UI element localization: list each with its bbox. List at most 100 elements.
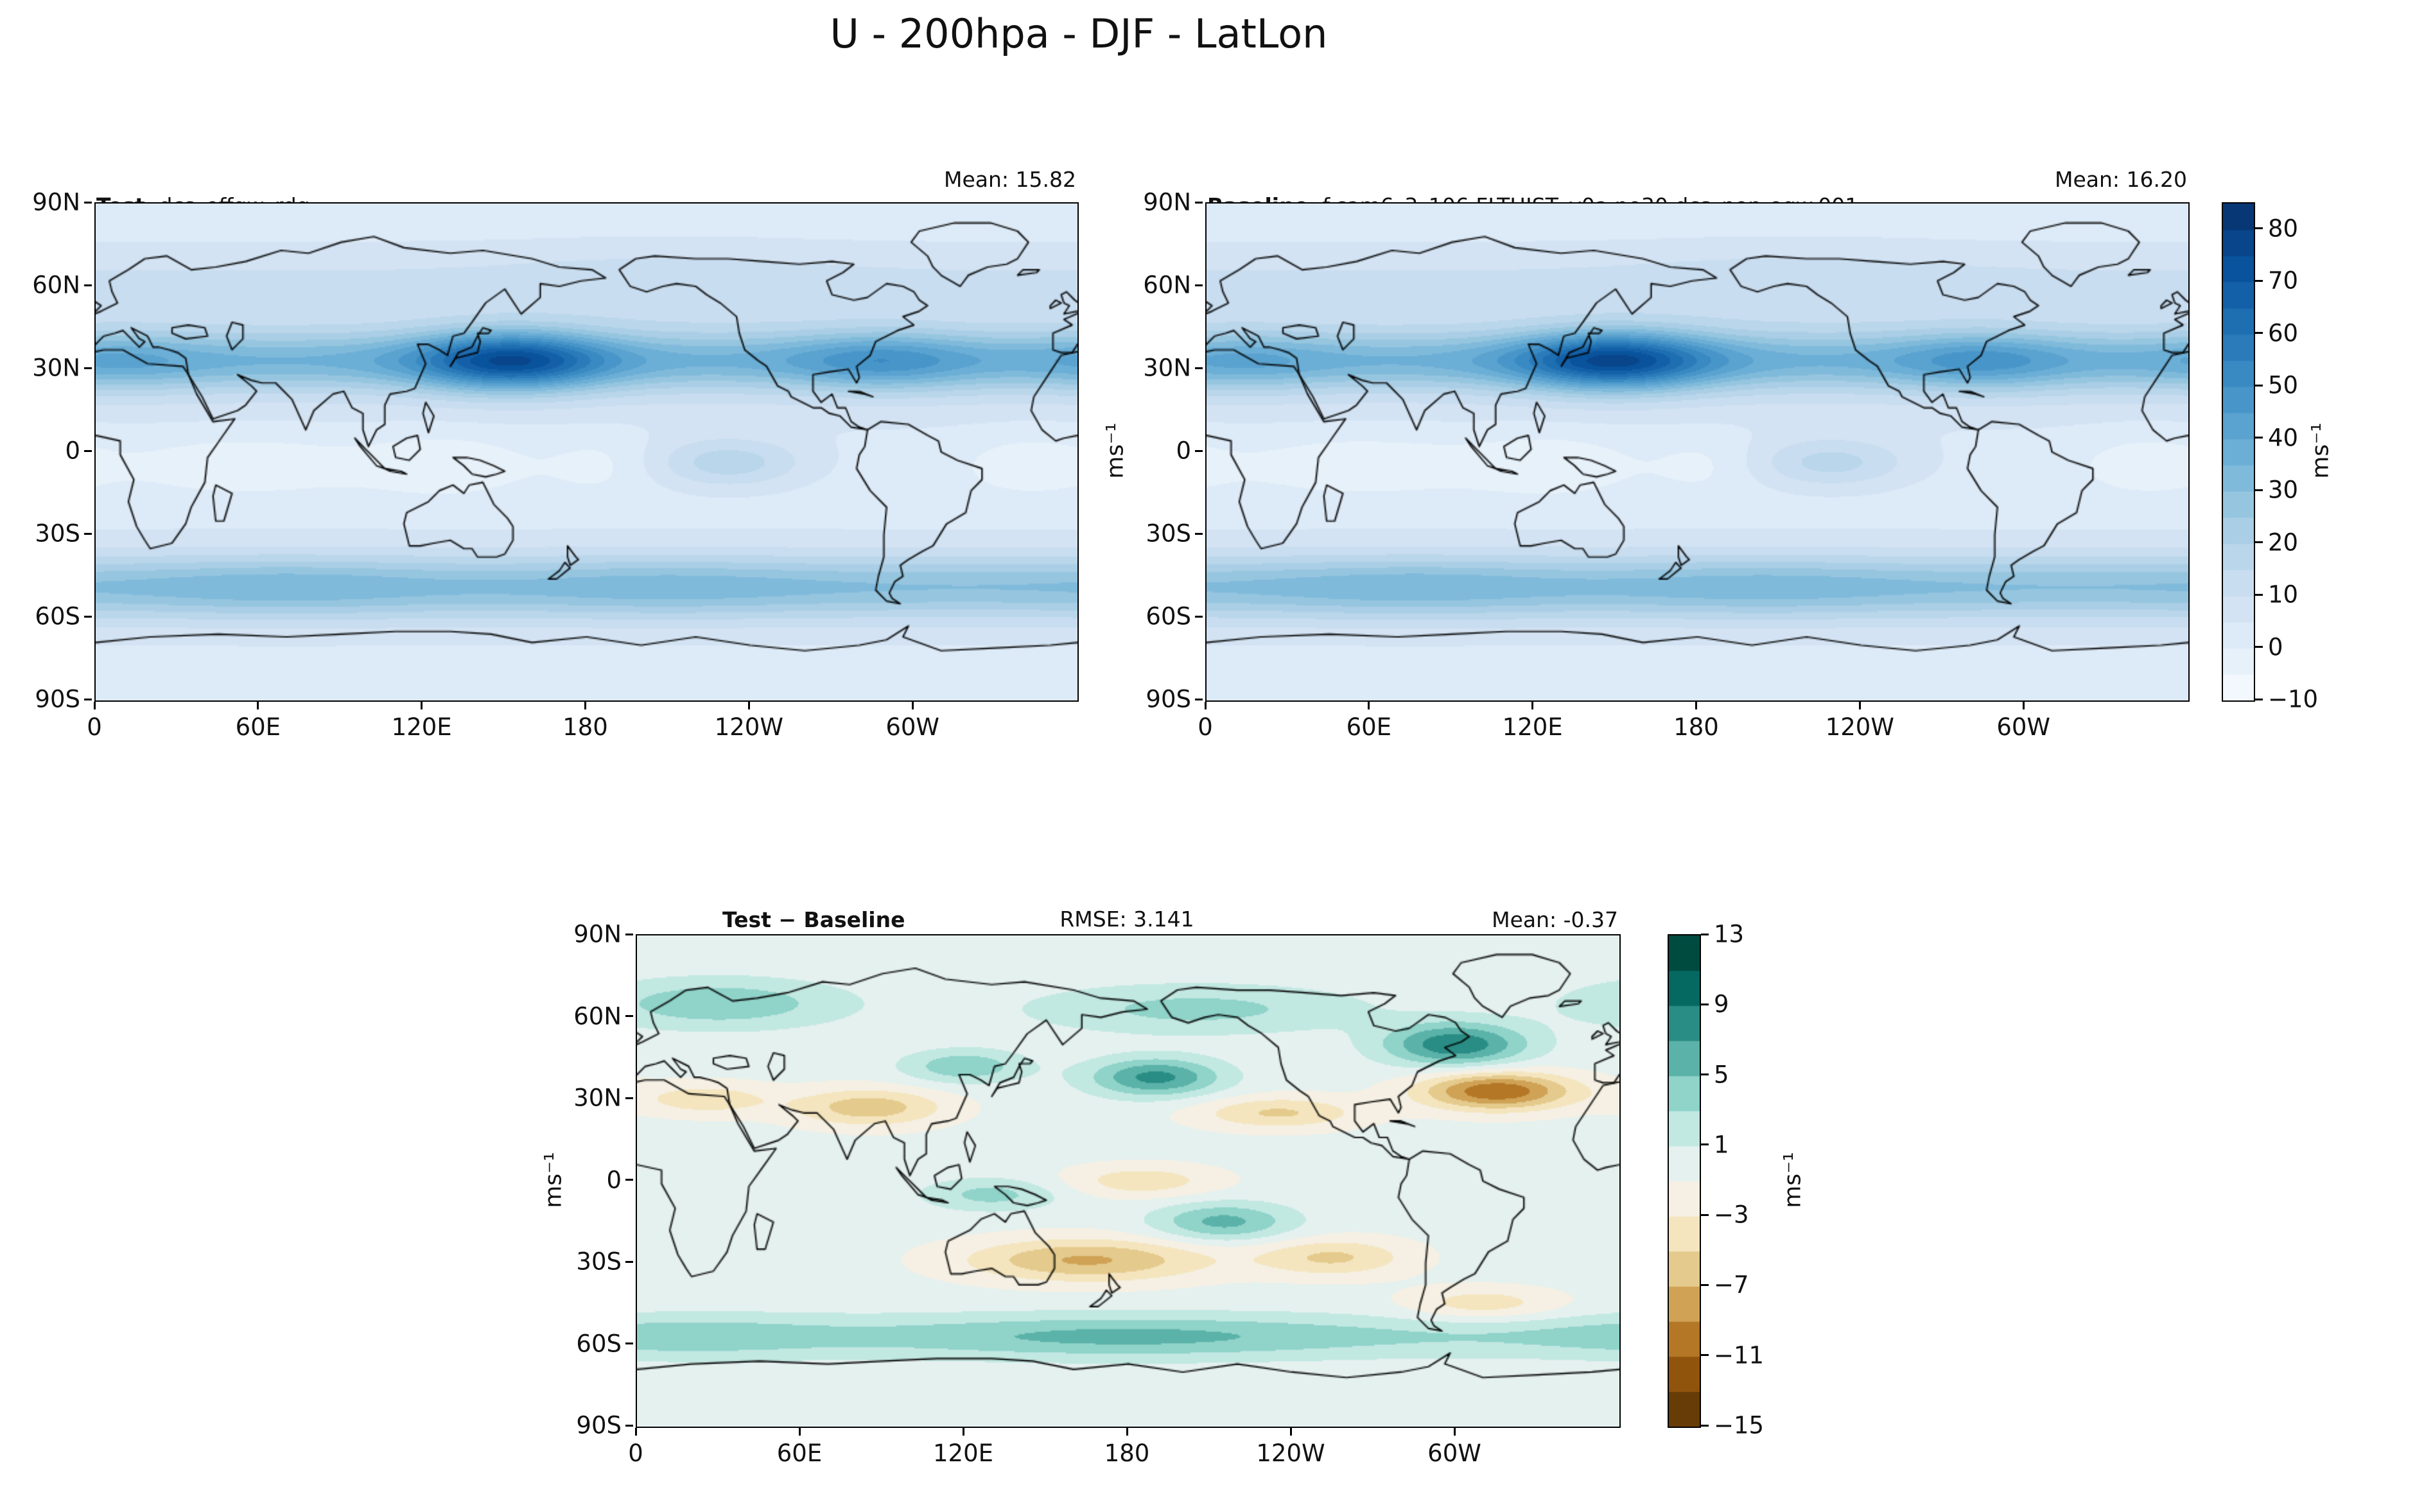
y-axis-tick-label: 60S	[1146, 602, 1191, 630]
colorbar-tick-label: 70	[2268, 266, 2299, 295]
colorbar-tick-label: 60	[2268, 319, 2299, 347]
main-colorbar-canvas	[2223, 204, 2254, 700]
y-axis-tick-label: 90N	[573, 920, 622, 948]
x-axis-tick-label: 120E	[1502, 713, 1563, 741]
y-axis-tick	[1195, 367, 1203, 369]
colorbar-tick	[2255, 279, 2263, 282]
y-axis-tick	[84, 284, 92, 286]
colorbar-tick	[1701, 933, 1709, 935]
x-axis-tick-label: 60E	[235, 713, 281, 741]
colorbar-tick	[2255, 489, 2263, 491]
baseline-map-canvas	[1207, 204, 2188, 700]
x-axis-tick	[1289, 1428, 1292, 1436]
test-map-canvas	[96, 204, 1077, 700]
y-axis-tick-label: 60S	[576, 1330, 622, 1357]
figure-title: U - 200hpa - DJF - LatLon	[830, 10, 1328, 57]
y-axis-tick-label: 30S	[576, 1247, 622, 1276]
colorbar-tick-label: −10	[2268, 685, 2319, 713]
main-colorbar	[2222, 202, 2255, 702]
colorbar-tick-label: −11	[1714, 1341, 1765, 1369]
colorbar-tick-label: 50	[2268, 371, 2299, 399]
x-axis-tick	[2022, 702, 2025, 709]
x-axis-tick	[584, 702, 586, 709]
x-axis-tick	[798, 1428, 801, 1436]
main-colorbar-unit: ms⁻¹	[2307, 422, 2334, 479]
colorbar-tick	[1701, 1003, 1709, 1005]
x-axis-tick-label: 120E	[933, 1439, 993, 1467]
colorbar-tick	[1701, 1424, 1709, 1427]
x-axis-tick-label: 0	[87, 713, 102, 741]
y-axis-tick-label: 30S	[35, 519, 80, 548]
x-axis-tick	[747, 702, 750, 709]
x-axis-tick-label: 120W	[1825, 713, 1894, 741]
y-axis-tick-label: 30S	[1146, 519, 1191, 548]
x-axis-tick	[1204, 702, 1207, 709]
x-axis-tick	[962, 1428, 964, 1436]
x-axis-tick	[1126, 1428, 1128, 1436]
y-axis-tick	[625, 1424, 633, 1427]
colorbar-tick-label: 80	[2268, 214, 2299, 243]
y-axis-tick	[1195, 284, 1203, 286]
colorbar-tick-label: 20	[2268, 528, 2299, 557]
y-axis-tick	[1195, 698, 1203, 700]
y-axis-tick-label: 0	[1176, 437, 1191, 465]
diff-header: Test − Baseline	[722, 907, 905, 932]
colorbar-tick	[2255, 332, 2263, 335]
x-axis-tick	[1453, 1428, 1456, 1436]
x-axis-tick-label: 180	[562, 713, 608, 741]
diff-rmse: RMSE: 3.141	[1059, 907, 1194, 932]
diff-map-canvas	[637, 935, 1619, 1427]
colorbar-tick	[1701, 1213, 1709, 1216]
baseline-mean: Mean: 16.20	[2055, 167, 2187, 192]
y-axis-tick-label: 30N	[1143, 354, 1191, 382]
y-axis-tick	[625, 1179, 633, 1181]
y-axis-tick-label: 90S	[576, 1411, 622, 1439]
x-axis-tick	[421, 702, 423, 709]
colorbar-tick-label: −15	[1714, 1411, 1765, 1439]
y-axis-tick-label: 60N	[32, 271, 80, 299]
colorbar-tick	[1701, 1073, 1709, 1076]
colorbar-tick	[1701, 1143, 1709, 1146]
diff-mean: Mean: -0.37	[1492, 907, 1618, 932]
x-axis-tick-label: 120W	[714, 713, 783, 741]
colorbar-tick-label: 9	[1714, 990, 1729, 1018]
x-axis-tick	[911, 702, 914, 709]
baseline-map-frame	[1205, 202, 2190, 702]
diff-colorbar	[1668, 934, 1701, 1428]
y-axis-tick-label: 90N	[1143, 188, 1191, 216]
colorbar-tick-label: 0	[2268, 633, 2283, 661]
x-axis-tick-label: 0	[628, 1439, 643, 1467]
colorbar-tick-label: −7	[1714, 1271, 1749, 1299]
y-axis-tick	[84, 201, 92, 204]
y-axis-tick-label: 60S	[35, 602, 80, 630]
colorbar-tick	[2255, 593, 2263, 596]
y-axis-tick-label: 90S	[1146, 685, 1191, 713]
y-axis-tick-label: 0	[606, 1166, 622, 1194]
y-axis-tick-label: 90S	[35, 685, 80, 713]
y-axis-tick	[625, 1260, 633, 1263]
y-axis-tick-label: 0	[65, 437, 80, 465]
y-axis-tick	[1195, 201, 1203, 204]
x-axis-tick-label: 60W	[1996, 713, 2050, 741]
colorbar-tick	[1701, 1354, 1709, 1357]
x-axis-tick	[257, 702, 259, 709]
colorbar-tick	[1701, 1283, 1709, 1286]
y-axis-tick	[625, 1097, 633, 1099]
x-axis-tick	[1695, 702, 1697, 709]
colorbar-tick-label: 5	[1714, 1061, 1729, 1089]
diff-colorbar-canvas	[1669, 935, 1700, 1427]
y-axis-tick	[625, 1343, 633, 1344]
y-axis-tick	[1195, 449, 1203, 452]
y-axis-tick-label: 30N	[573, 1084, 622, 1112]
colorbar-tick-label: 30	[2268, 476, 2299, 504]
test-map-frame	[94, 202, 1079, 702]
x-axis-tick-label: 120W	[1256, 1439, 1325, 1467]
x-axis-tick-label: 180	[1104, 1439, 1150, 1467]
colorbar-tick	[2255, 384, 2263, 387]
y-axis-tick	[1195, 532, 1203, 535]
colorbar-tick-label: 40	[2268, 424, 2299, 452]
y-axis-tick-label: 30N	[32, 354, 80, 382]
y-axis-tick	[625, 933, 633, 935]
x-axis-tick	[1368, 702, 1370, 709]
